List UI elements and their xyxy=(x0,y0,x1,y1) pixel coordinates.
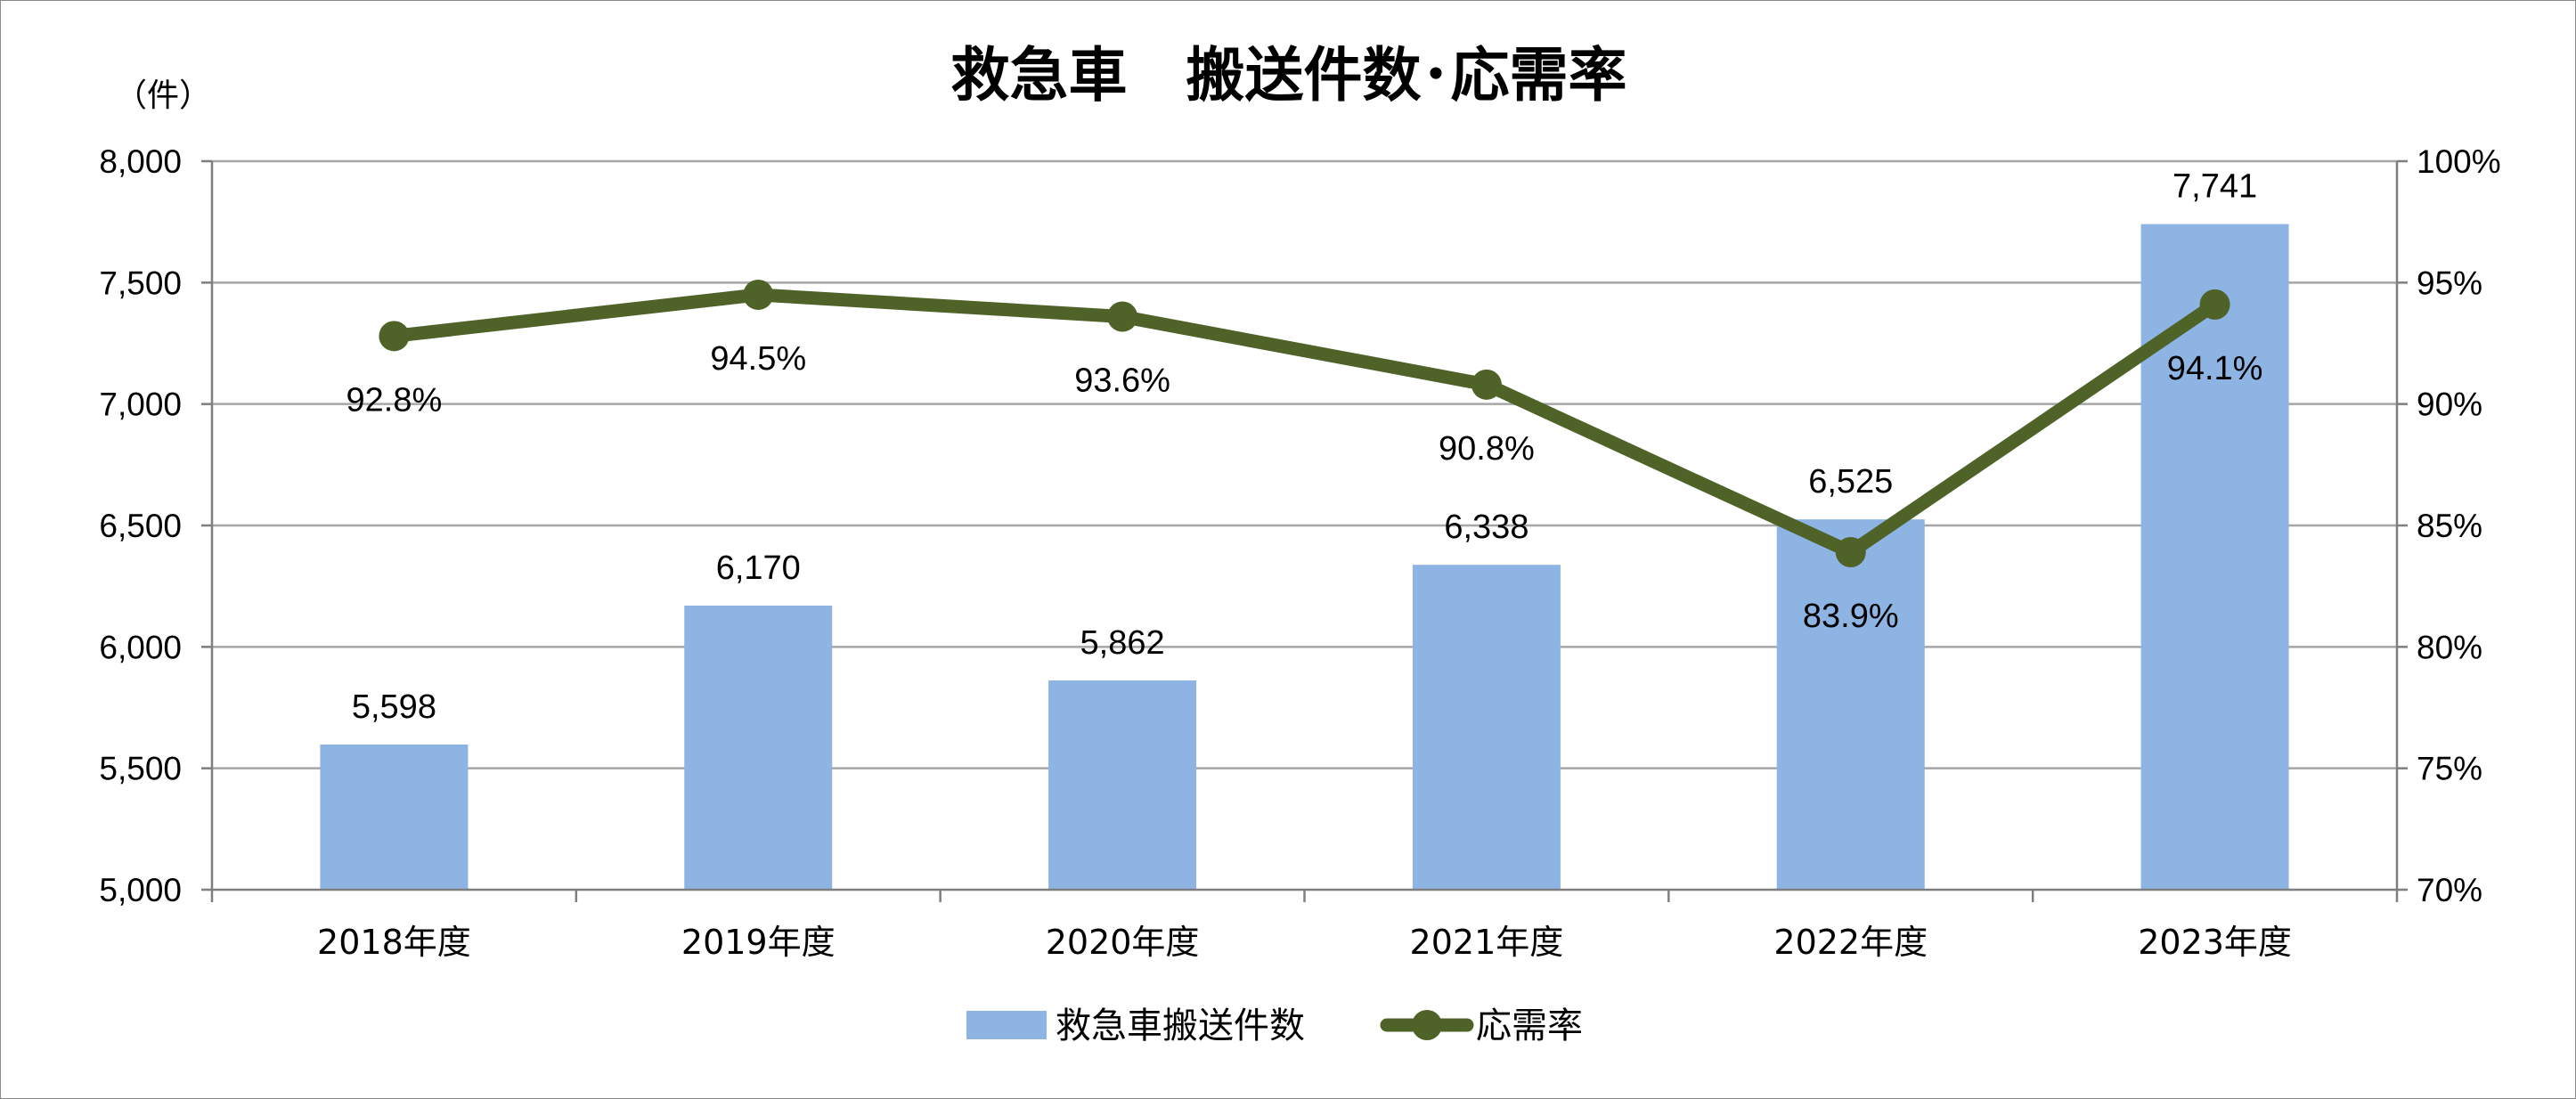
x-tick-label: 2023年度 xyxy=(2138,923,2292,962)
y-right-tick-label: 75% xyxy=(2417,751,2482,787)
bar-value-label: 5,598 xyxy=(352,688,436,726)
y-left-tick-label: 7,500 xyxy=(99,265,182,301)
rate-marker xyxy=(379,321,410,352)
rate-marker xyxy=(1107,301,1138,332)
x-tick-label: 2018年度 xyxy=(317,923,471,962)
x-tick-label: 2020年度 xyxy=(1046,923,1200,962)
rate-marker xyxy=(2199,289,2230,320)
axes: 5,000 5,500 6,000 6,500 7,000 7,500 8,000 70% 75… xyxy=(99,143,2500,962)
y-left-tick-label: 5,500 xyxy=(99,751,182,787)
y-right-tick-label: 100% xyxy=(2417,143,2501,180)
rate-line xyxy=(387,288,2222,559)
y-left-tick-label: 7,000 xyxy=(99,387,182,423)
bar-value-label: 7,741 xyxy=(2172,168,2257,206)
y-right-tick-label: 85% xyxy=(2417,508,2482,544)
y-right-tick-label: 95% xyxy=(2417,265,2482,301)
rate-marker xyxy=(1835,536,1866,567)
bar xyxy=(2140,224,2289,890)
rate-marker xyxy=(1471,369,1502,400)
x-tick-label: 2021年度 xyxy=(1410,923,1564,962)
y-left-tick-label: 8,000 xyxy=(99,143,182,180)
y-left-tick-label: 6,500 xyxy=(99,508,182,544)
legend-bar-swatch xyxy=(966,1011,1047,1039)
y-right-tick-label: 90% xyxy=(2417,387,2482,423)
bar-value-label: 5,862 xyxy=(1080,624,1165,662)
legend: 救急車搬送件数 応需率 xyxy=(966,1005,1583,1046)
y-left-tick-label: 5,000 xyxy=(99,872,182,908)
bar-series xyxy=(320,224,2289,890)
bar xyxy=(684,605,833,890)
rate-value-label: 90.8% xyxy=(1439,430,1535,468)
bar-value-label: 6,525 xyxy=(1808,463,1893,501)
rate-value-label: 94.1% xyxy=(2167,350,2263,387)
bar xyxy=(320,744,469,890)
bar xyxy=(1048,680,1197,890)
rate-value-label: 93.6% xyxy=(1074,362,1170,400)
y-left-tick-label: 6,000 xyxy=(99,629,182,665)
y-right-tick-label: 70% xyxy=(2417,872,2482,908)
bar xyxy=(1412,565,1561,890)
gridlines xyxy=(212,159,2397,769)
line-series xyxy=(379,279,2230,567)
rate-value-label: 92.8% xyxy=(346,381,443,419)
rate-value-label: 94.5% xyxy=(710,340,806,378)
chart-title: 救急車 搬送件数･応需率 xyxy=(951,41,1627,110)
legend-line-marker xyxy=(1412,1010,1442,1040)
rate-value-label: 83.9% xyxy=(1803,598,1899,635)
y-axis-unit: （件） xyxy=(115,77,211,114)
bar-value-label: 6,338 xyxy=(1444,509,1528,546)
y-right-tick-label: 80% xyxy=(2417,629,2482,665)
data-labels: 5,598 6,170 5,862 6,338 6,525 7,741 92.8% 94.5%… xyxy=(346,168,2263,726)
rate-marker xyxy=(743,279,774,310)
legend-line-label: 応需率 xyxy=(1476,1005,1583,1046)
legend-bar-label: 救急車搬送件数 xyxy=(1056,1005,1305,1046)
bar-value-label: 6,170 xyxy=(716,550,801,587)
x-tick-label: 2019年度 xyxy=(681,923,836,962)
bar xyxy=(1776,519,1925,890)
x-tick-label: 2022年度 xyxy=(1773,923,1928,962)
